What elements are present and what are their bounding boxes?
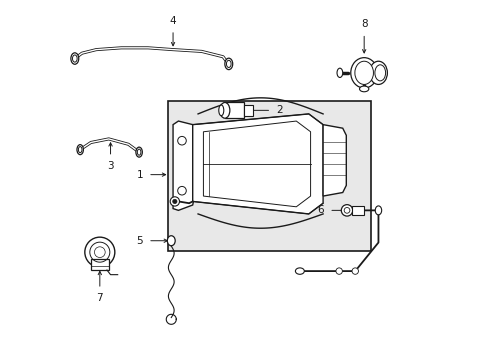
Text: 7: 7 <box>96 293 103 303</box>
Polygon shape <box>323 125 346 196</box>
Ellipse shape <box>374 65 385 81</box>
Ellipse shape <box>224 58 232 69</box>
Text: 6: 6 <box>317 205 324 215</box>
Ellipse shape <box>218 105 224 116</box>
Ellipse shape <box>137 149 141 155</box>
Circle shape <box>341 204 352 216</box>
Text: 3: 3 <box>107 161 114 171</box>
Bar <box>244 105 253 116</box>
Ellipse shape <box>354 61 373 85</box>
Polygon shape <box>192 114 323 214</box>
Text: 2: 2 <box>276 105 283 115</box>
Ellipse shape <box>71 53 79 64</box>
Ellipse shape <box>77 145 83 155</box>
Polygon shape <box>173 121 198 210</box>
Ellipse shape <box>359 86 368 92</box>
Ellipse shape <box>336 68 342 77</box>
Bar <box>352 206 363 215</box>
Ellipse shape <box>72 55 77 62</box>
Ellipse shape <box>220 103 229 118</box>
Ellipse shape <box>350 58 377 88</box>
Text: 1: 1 <box>137 170 143 180</box>
Circle shape <box>170 197 179 206</box>
Bar <box>224 103 244 118</box>
Circle shape <box>172 199 177 203</box>
Circle shape <box>351 268 358 274</box>
Ellipse shape <box>295 268 304 274</box>
Ellipse shape <box>136 147 142 157</box>
Text: 4: 4 <box>169 17 176 26</box>
Ellipse shape <box>374 206 381 215</box>
Text: 5: 5 <box>136 236 142 246</box>
Text: 8: 8 <box>360 19 366 29</box>
Ellipse shape <box>369 61 386 85</box>
Circle shape <box>335 268 342 274</box>
Ellipse shape <box>226 60 231 67</box>
Bar <box>91 259 108 270</box>
Bar <box>167 102 370 251</box>
Ellipse shape <box>78 147 82 153</box>
Ellipse shape <box>167 236 175 246</box>
